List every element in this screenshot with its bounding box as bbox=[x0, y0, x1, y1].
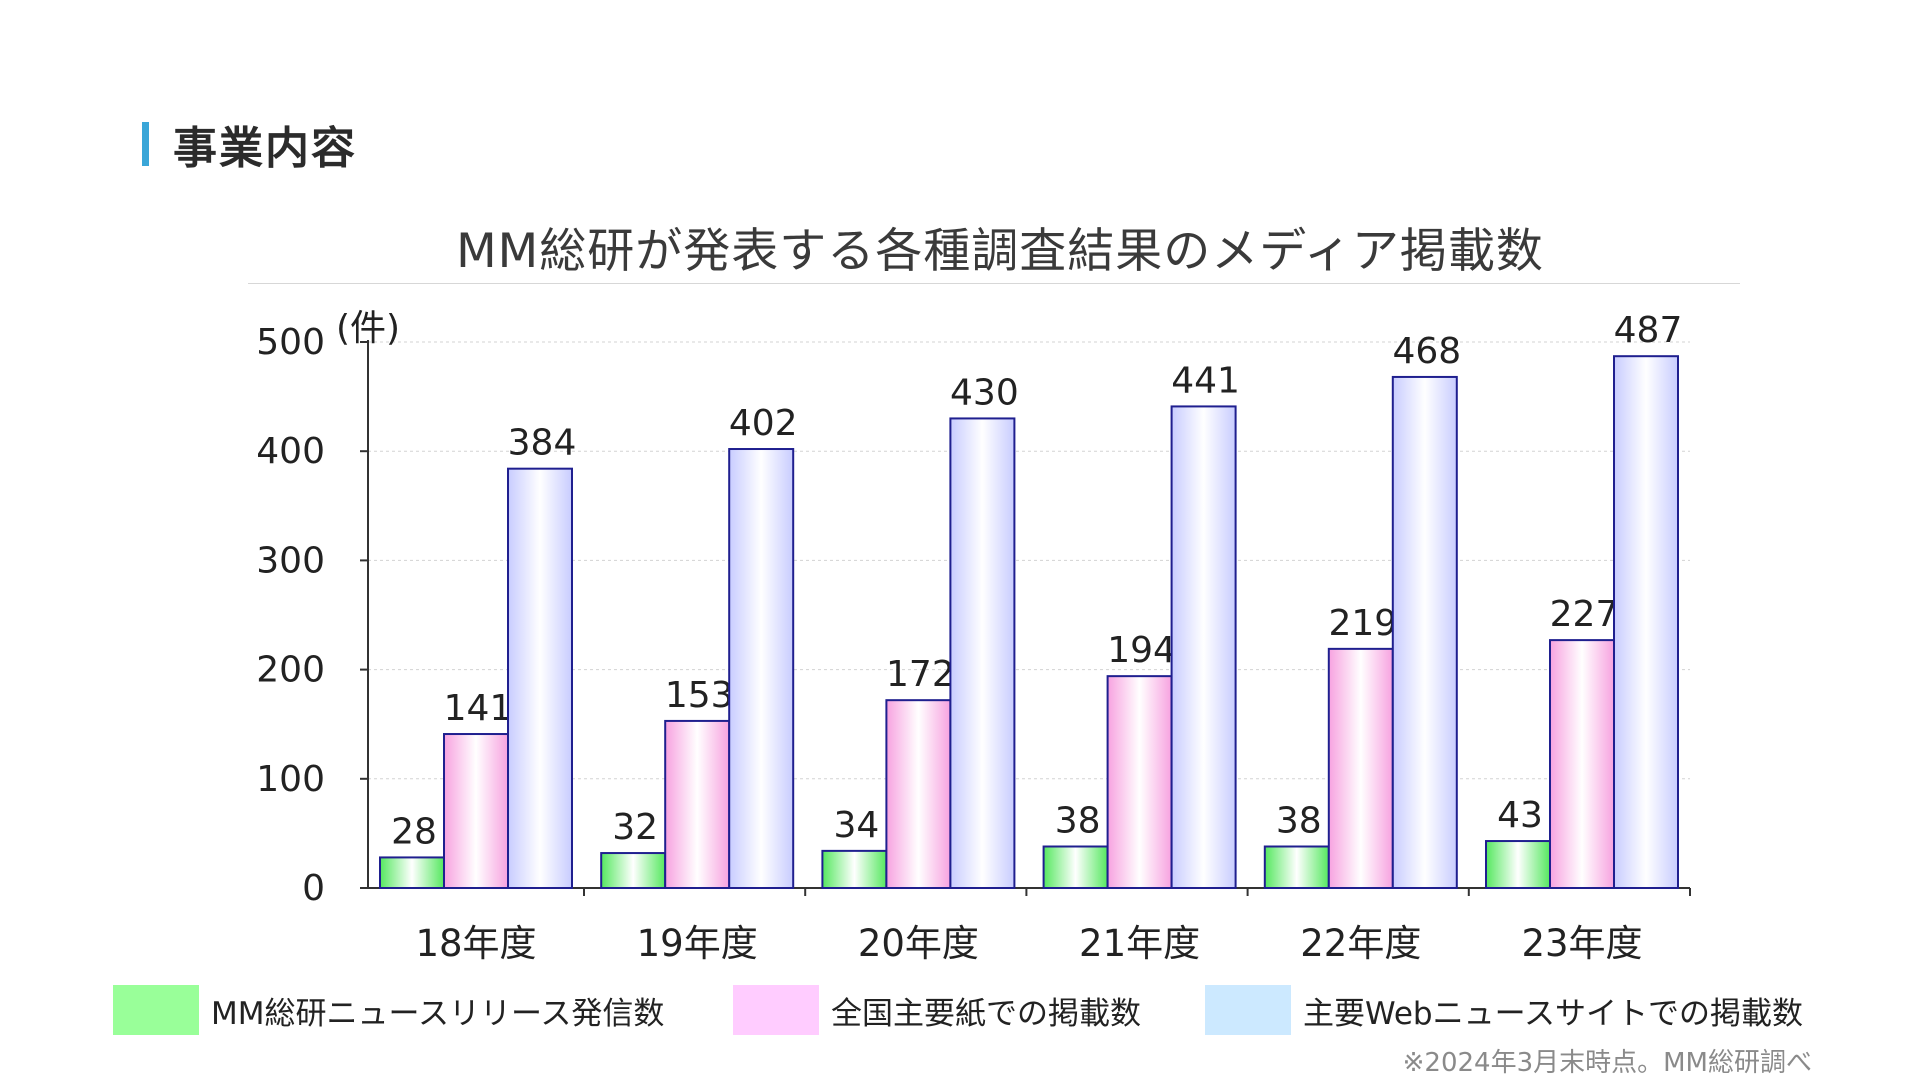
legend-swatch-web bbox=[1205, 985, 1291, 1035]
x-tick-label-20年度: 20年度 bbox=[858, 922, 979, 965]
data-label-release-23年度: 43 bbox=[1497, 795, 1543, 836]
data-label-newspaper-18年度: 141 bbox=[444, 688, 513, 729]
legend-swatch-newspaper bbox=[733, 985, 819, 1035]
y-tick-label-500: 500 bbox=[256, 322, 325, 363]
data-label-release-22年度: 38 bbox=[1276, 801, 1322, 842]
bar-web-19年度 bbox=[728, 448, 795, 889]
legend-item-newspaper: 全国主要紙での掲載数 bbox=[733, 985, 1141, 1035]
section-header: 事業内容 bbox=[142, 112, 357, 176]
data-label-newspaper-22年度: 219 bbox=[1328, 603, 1397, 644]
legend-label-web: 主要Webニュースサイトでの掲載数 bbox=[1303, 995, 1804, 1032]
title-divider bbox=[248, 283, 1740, 284]
bar-release-18年度 bbox=[379, 856, 445, 890]
data-label-web-23年度: 487 bbox=[1614, 310, 1683, 351]
bar-release-19年度 bbox=[600, 852, 667, 890]
data-label-release-19年度: 32 bbox=[612, 807, 658, 848]
legend-label-newspaper: 全国主要紙での掲載数 bbox=[831, 995, 1141, 1032]
legend-swatch-release bbox=[113, 985, 199, 1035]
y-tick-label-400: 400 bbox=[256, 431, 325, 472]
bar-web-21年度 bbox=[1170, 405, 1237, 889]
y-tick-label-200: 200 bbox=[256, 650, 325, 691]
x-tick-label-19年度: 19年度 bbox=[637, 922, 758, 965]
x-tick-label-21年度: 21年度 bbox=[1079, 922, 1200, 965]
bar-web-22年度 bbox=[1391, 375, 1458, 889]
data-label-release-18年度: 28 bbox=[391, 811, 437, 852]
bar-newspaper-18年度 bbox=[443, 733, 509, 890]
footnote: ※2024年3月末時点。MM総研調べ bbox=[1402, 1048, 1812, 1078]
x-tick-label-22年度: 22年度 bbox=[1300, 922, 1421, 965]
data-label-newspaper-23年度: 227 bbox=[1550, 594, 1619, 635]
x-tick-label-18年度: 18年度 bbox=[415, 922, 536, 965]
data-label-web-22年度: 468 bbox=[1392, 331, 1461, 372]
y-tick-label-300: 300 bbox=[256, 540, 325, 581]
data-label-newspaper-19年度: 153 bbox=[665, 675, 734, 716]
data-label-release-21年度: 38 bbox=[1055, 801, 1101, 842]
bar-release-23年度 bbox=[1485, 840, 1551, 890]
data-label-newspaper-21年度: 194 bbox=[1107, 630, 1176, 671]
bar-newspaper-21年度 bbox=[1106, 675, 1173, 889]
data-label-web-18年度: 384 bbox=[508, 423, 577, 464]
bar-newspaper-22年度 bbox=[1327, 647, 1394, 889]
data-label-web-21年度: 441 bbox=[1171, 360, 1240, 401]
bar-web-23年度 bbox=[1613, 355, 1679, 890]
legend-label-release: MM総研ニュースリリース発信数 bbox=[211, 995, 665, 1032]
legend-item-web: 主要Webニュースサイトでの掲載数 bbox=[1205, 985, 1803, 1035]
bar-newspaper-20年度 bbox=[885, 699, 952, 890]
bar-release-22年度 bbox=[1263, 845, 1330, 890]
data-label-release-20年度: 34 bbox=[833, 805, 879, 846]
x-tick-label-23年度: 23年度 bbox=[1521, 922, 1642, 965]
legend-item-release: MM総研ニュースリリース発信数 bbox=[113, 985, 664, 1035]
data-label-newspaper-20年度: 172 bbox=[886, 654, 955, 695]
data-label-web-19年度: 402 bbox=[729, 403, 798, 444]
bar-newspaper-19年度 bbox=[664, 719, 731, 890]
bar-release-20年度 bbox=[821, 849, 888, 890]
section-title: 事業内容 bbox=[173, 123, 357, 174]
section-accent-bar bbox=[142, 122, 149, 166]
bar-release-21年度 bbox=[1042, 845, 1109, 890]
data-label-web-20年度: 430 bbox=[950, 372, 1019, 413]
y-tick-label-0: 0 bbox=[302, 868, 325, 909]
bar-web-18年度 bbox=[507, 467, 573, 889]
y-tick-label-100: 100 bbox=[256, 759, 325, 800]
bar-web-20年度 bbox=[949, 417, 1016, 889]
bar-newspaper-23年度 bbox=[1549, 639, 1615, 890]
chart-title: MM総研が発表する各種調査結果のメディア掲載数 bbox=[456, 224, 1544, 279]
